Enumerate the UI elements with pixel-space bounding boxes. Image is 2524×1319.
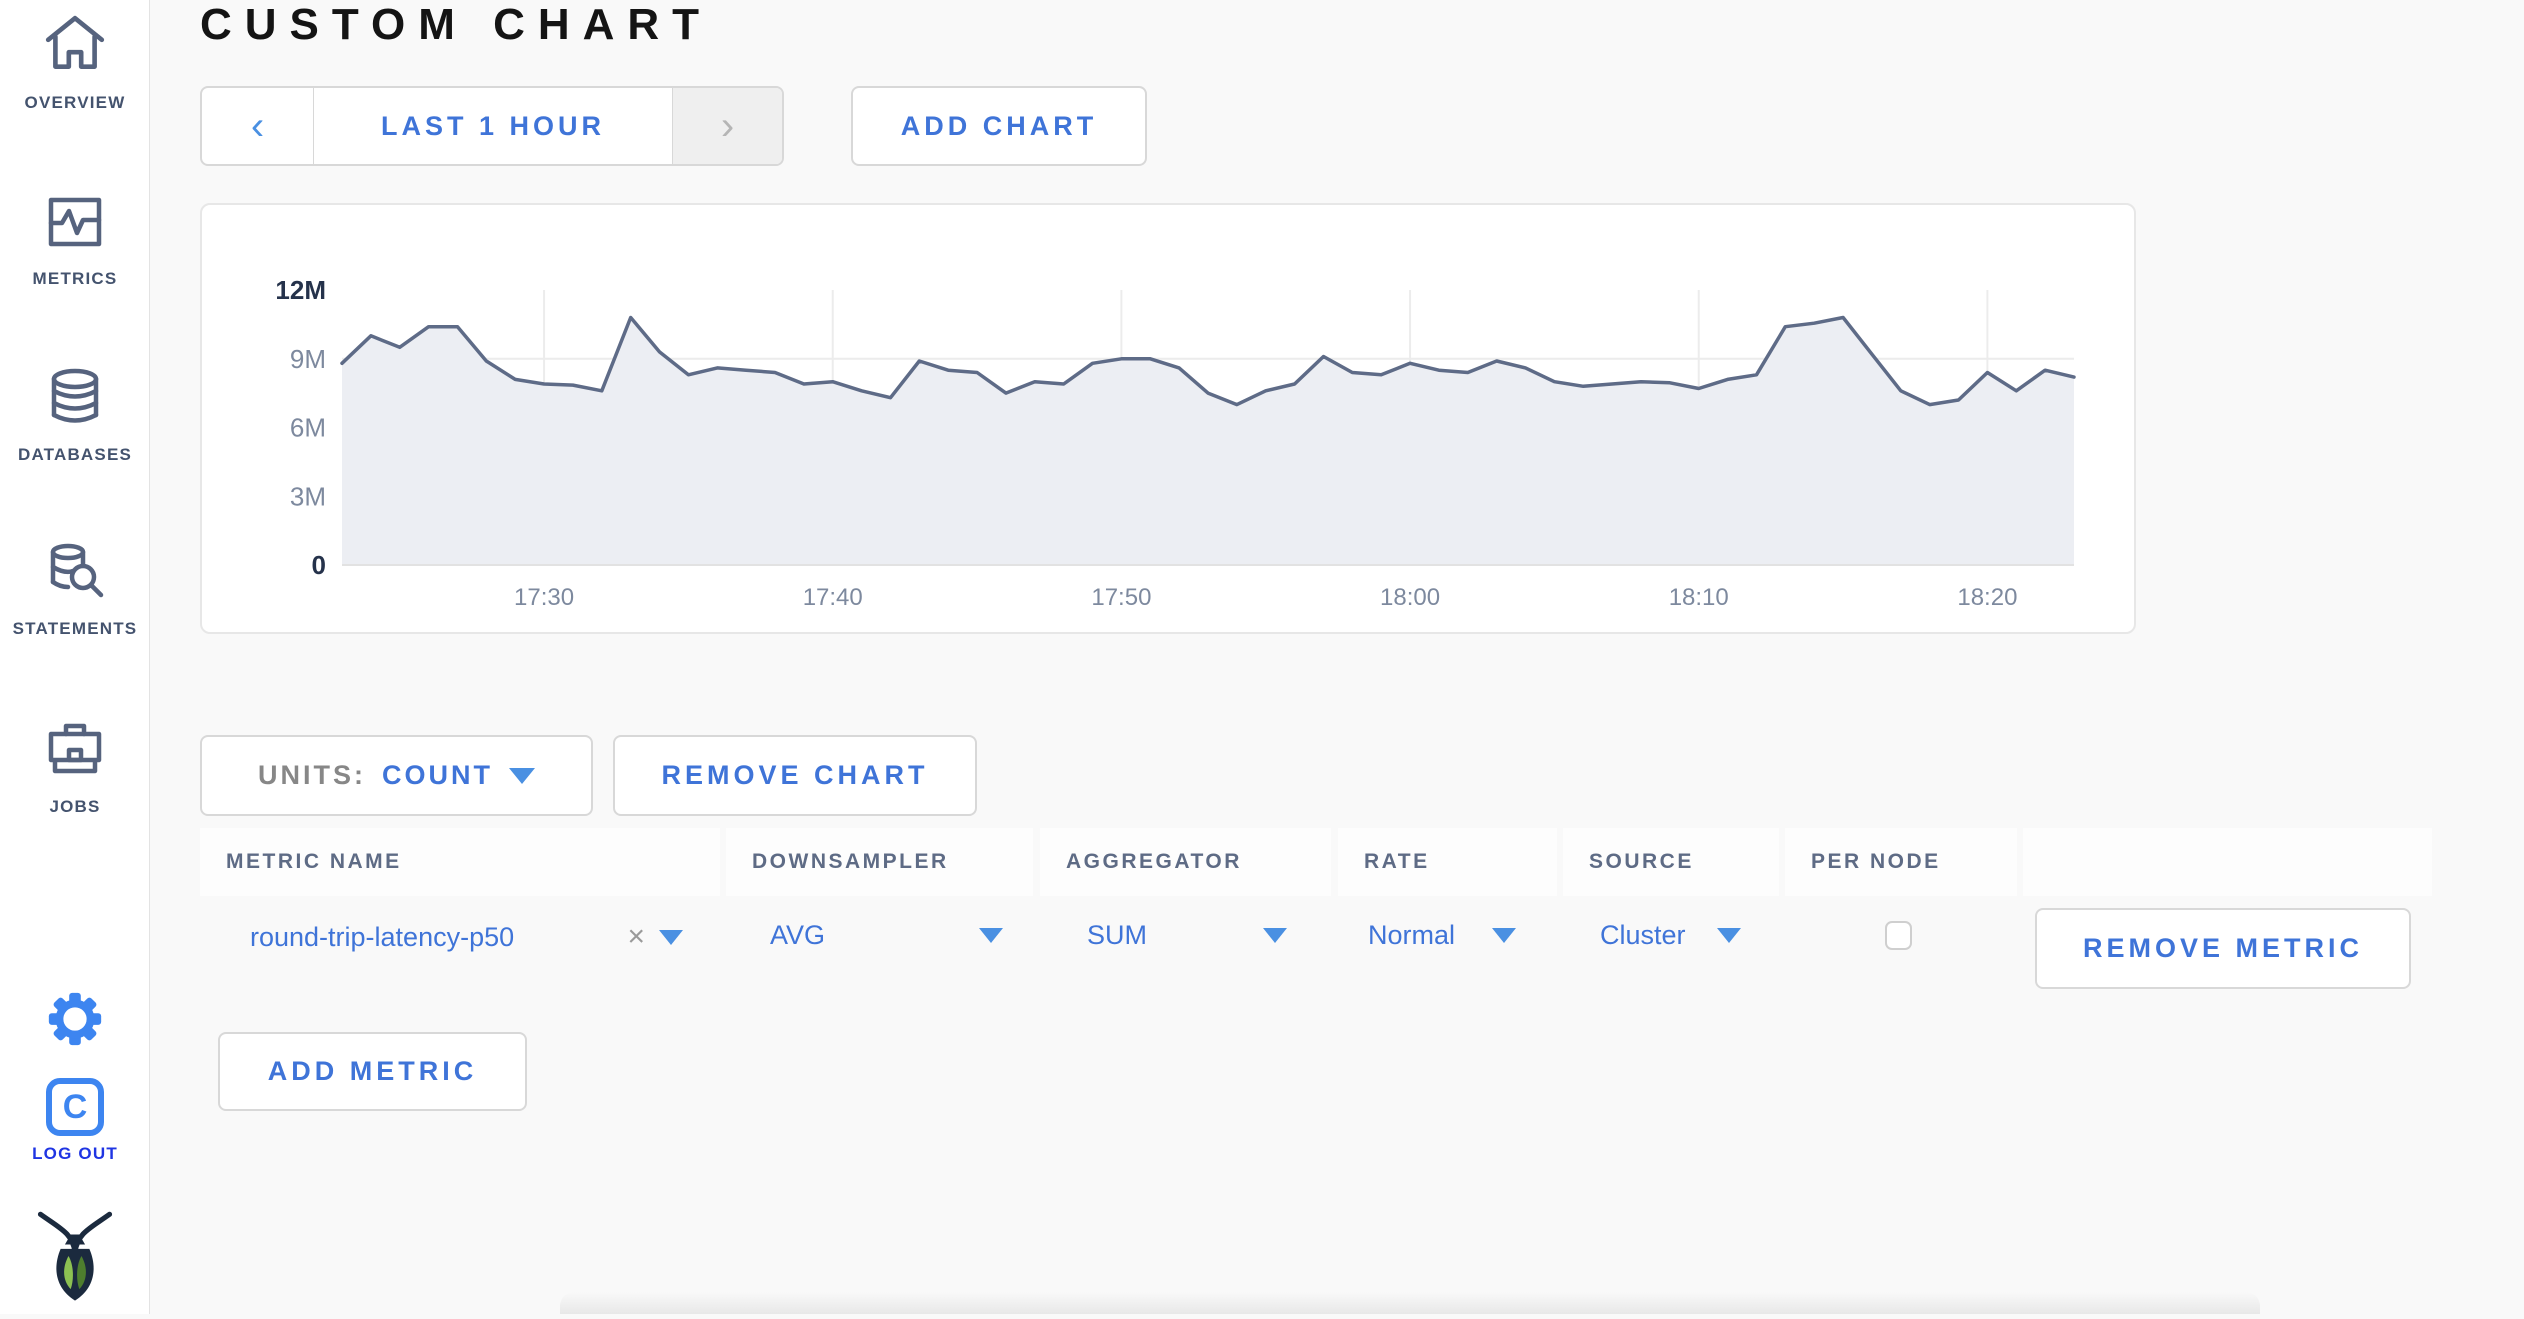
remove-chart-label: REMOVE CHART	[661, 760, 929, 790]
units-value: COUNT	[382, 760, 493, 790]
source-select[interactable]: Cluster	[1600, 920, 1741, 951]
column-header-metric-name: METRIC NAME	[200, 828, 720, 896]
remove-chart-button[interactable]: REMOVE CHART	[613, 735, 977, 816]
add-chart-button[interactable]: ADD CHART	[851, 86, 1147, 166]
statements-icon	[0, 540, 150, 609]
chart-card: 0 3M 6M 9M 12M 17:30 17:40 17:50 18:00 18:10 18:20	[200, 203, 2136, 634]
sidebar-item-label: STATEMENTS	[12, 619, 138, 638]
column-header-aggregator: AGGREGATOR	[1040, 828, 1331, 896]
column-header-per-node: PER NODE	[1785, 828, 2017, 896]
metric-name-value: round-trip-latency-p50	[250, 921, 515, 952]
svg-text:17:50: 17:50	[1091, 584, 1151, 611]
logout-button[interactable]: C LOG OUT	[0, 1078, 150, 1164]
rate-value: Normal	[1368, 920, 1456, 950]
units-dropdown[interactable]: UNITS: COUNT	[200, 735, 593, 816]
aggregator-select[interactable]: SUM	[1087, 920, 1287, 951]
sidebar-item-overview[interactable]: OVERVIEW	[0, 12, 150, 113]
remove-metric-button[interactable]: REMOVE METRIC	[2035, 908, 2411, 989]
chevron-left-icon: ‹	[250, 103, 265, 148]
aggregator-value: SUM	[1087, 920, 1147, 950]
units-prefix-label: UNITS:	[258, 760, 366, 790]
metric-name-select[interactable]: round-trip-latency-p50 ×	[250, 920, 683, 954]
add-metric-button[interactable]: ADD METRIC	[218, 1032, 527, 1111]
sidebar-item-label: OVERVIEW	[24, 93, 126, 112]
database-icon	[0, 366, 150, 435]
downsampler-value: AVG	[770, 920, 826, 950]
gear-icon	[0, 988, 150, 1055]
sidebar-item-metrics[interactable]: METRICS	[0, 190, 150, 289]
svg-text:9M: 9M	[290, 344, 326, 374]
dropdown-arrow-icon	[509, 767, 535, 784]
sidebar-item-label: METRICS	[32, 269, 118, 288]
cockroach-logo	[0, 1208, 150, 1319]
page-title: CUSTOM CHART	[200, 0, 713, 49]
column-header-rate: RATE	[1338, 828, 1557, 896]
svg-text:0: 0	[312, 550, 326, 580]
logout-label: LOG OUT	[32, 1144, 118, 1163]
timeseries-area-chart: 0 3M 6M 9M 12M 17:30 17:40 17:50 18:00 18:10 18:20	[275, 275, 2076, 611]
column-header-actions	[2023, 828, 2432, 896]
svg-text:18:20: 18:20	[1957, 584, 2017, 611]
settings-button[interactable]	[0, 988, 150, 1065]
svg-text:6M: 6M	[290, 413, 326, 443]
svg-text:18:10: 18:10	[1669, 584, 1729, 611]
sidebar-item-label: DATABASES	[17, 445, 133, 464]
column-header-source: SOURCE	[1563, 828, 1779, 896]
sidebar-item-databases[interactable]: DATABASES	[0, 366, 150, 465]
sidebar-item-label: JOBS	[49, 797, 101, 816]
svg-text:17:30: 17:30	[514, 584, 574, 611]
source-value: Cluster	[1600, 920, 1686, 950]
add-chart-label: ADD CHART	[900, 110, 1098, 141]
metrics-icon	[0, 190, 150, 259]
timescale-next-button[interactable]: ›	[672, 88, 782, 164]
timescale-label: LAST 1 HOUR	[380, 110, 605, 141]
per-node-checkbox[interactable]	[1885, 921, 1912, 950]
svg-text:3M: 3M	[290, 481, 326, 511]
dropdown-arrow-icon	[1492, 928, 1516, 943]
downsampler-select[interactable]: AVG	[770, 920, 1003, 951]
svg-text:18:00: 18:00	[1380, 584, 1440, 611]
jobs-icon	[0, 718, 150, 787]
home-icon	[0, 12, 150, 83]
svg-text:17:40: 17:40	[803, 584, 863, 611]
svg-text:12M: 12M	[275, 275, 326, 305]
rate-select[interactable]: Normal	[1368, 920, 1516, 951]
avatar-letter: C	[62, 1087, 88, 1126]
timescale-dropdown[interactable]: LAST 1 HOUR	[314, 88, 672, 164]
clear-metric-icon[interactable]: ×	[627, 920, 645, 953]
column-header-downsampler: DOWNSAMPLER	[726, 828, 1033, 896]
dropdown-arrow-icon	[659, 929, 683, 945]
remove-metric-label: REMOVE METRIC	[2082, 933, 2363, 963]
sidebar-item-jobs[interactable]: JOBS	[0, 718, 150, 817]
dropdown-arrow-icon	[1717, 928, 1741, 943]
dropdown-arrow-icon	[979, 928, 1003, 943]
chevron-right-icon: ›	[720, 103, 735, 148]
timescale-prev-button[interactable]: ‹	[202, 88, 314, 164]
sidebar: OVERVIEW METRICS DATABASE	[0, 0, 150, 1314]
add-metric-label: ADD METRIC	[267, 1056, 478, 1086]
timescale-control: ‹ LAST 1 HOUR ›	[200, 86, 784, 166]
dropdown-arrow-icon	[1263, 928, 1287, 943]
user-avatar: C	[46, 1078, 104, 1136]
sidebar-item-statements[interactable]: STATEMENTS	[0, 540, 150, 639]
bottom-scroll-shadow	[560, 1292, 2260, 1314]
cockroach-bug-icon	[0, 1208, 150, 1309]
